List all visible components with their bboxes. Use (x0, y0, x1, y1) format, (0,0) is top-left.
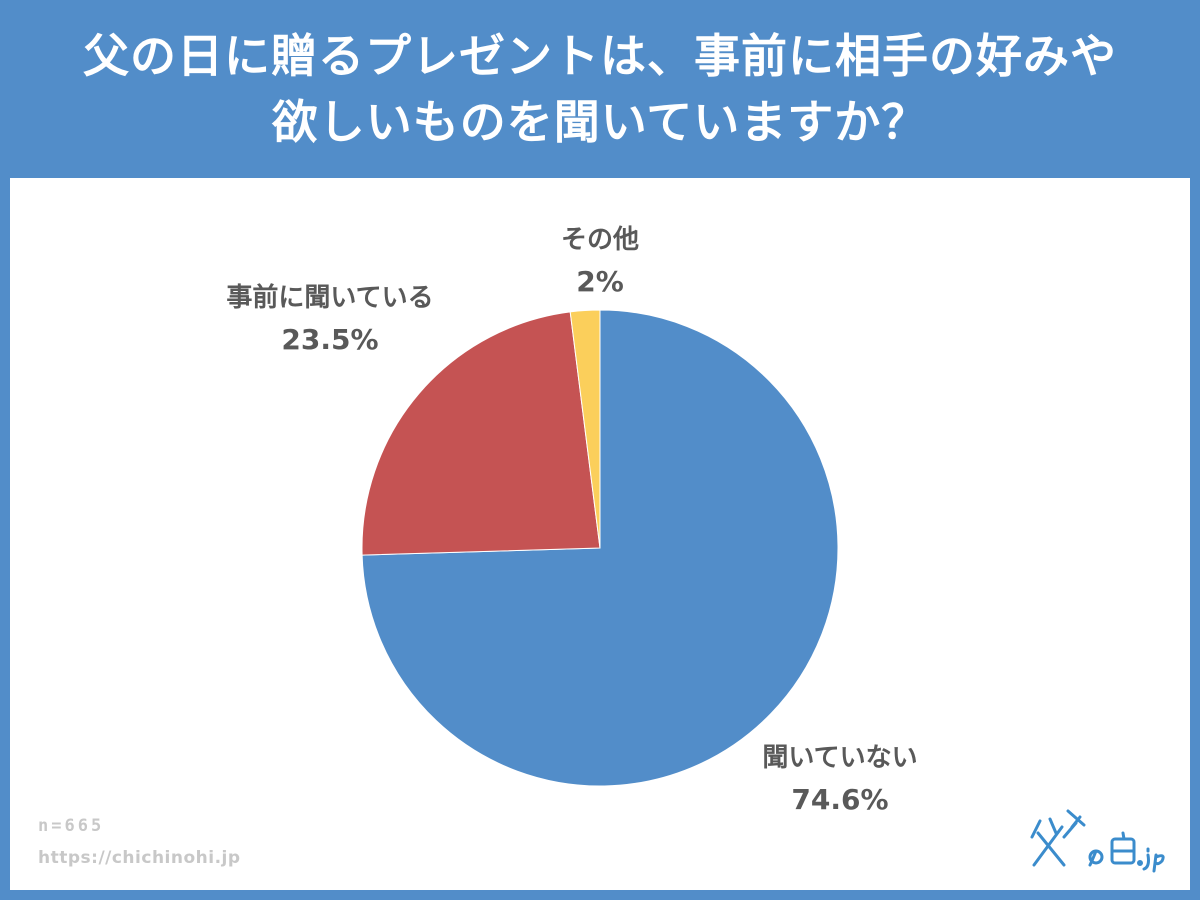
slice-value-jizen: 23.5% (281, 323, 379, 356)
pie-chart (361, 309, 839, 787)
slice-label-kiiteinai: 聞いていない (762, 743, 918, 773)
slice-value-kiiteinai: 74.6% (791, 783, 889, 816)
slice-label-sonota: その他 (560, 225, 639, 255)
logo (1020, 803, 1170, 877)
slice-label-jizen: 事前に聞いている (226, 283, 434, 313)
slice-value-sonota: 2% (576, 265, 624, 298)
chart-title-line1: 父の日に贈るプレゼントは、事前に相手の好みや (83, 29, 1117, 83)
chart-title-line2: 欲しいものを聞いていますか？ (271, 95, 929, 149)
pie-slice-2 (569, 309, 601, 549)
pie-slice-1 (361, 311, 601, 556)
chart-title: 父の日に贈るプレゼントは、事前に相手の好みや 欲しいものを聞いていますか？ (0, 0, 1200, 178)
label-kiiteinai: 聞いていない 74.6% (730, 738, 950, 822)
label-sonota: その他 2% (520, 220, 680, 304)
chart-panel: その他 2% 事前に聞いている 23.5% 聞いていない 74.6% n=665… (10, 178, 1190, 890)
label-jizen: 事前に聞いている 23.5% (200, 278, 460, 362)
sample-size: n=665 (38, 816, 105, 836)
logo-icon (1030, 809, 1165, 873)
source-url: https://chichinohi.jp (38, 848, 241, 868)
